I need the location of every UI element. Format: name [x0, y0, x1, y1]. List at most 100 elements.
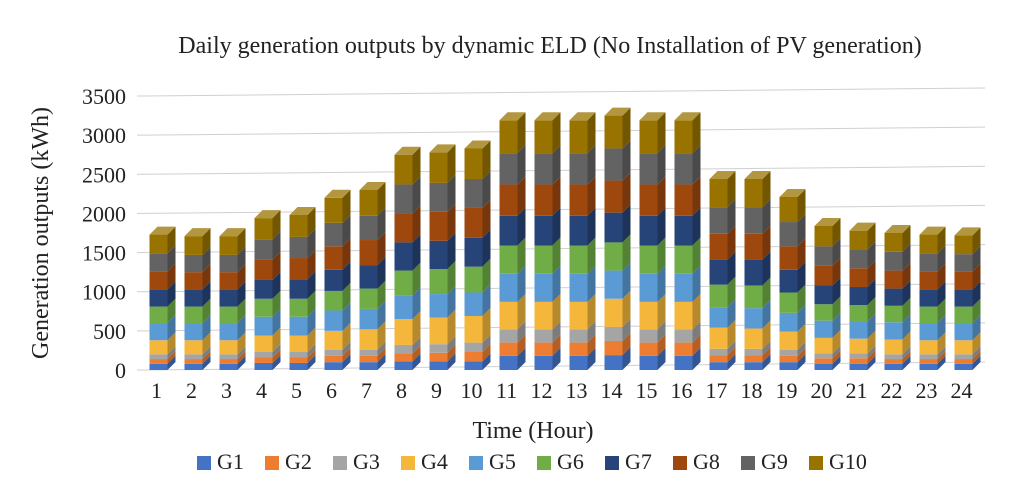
bar-side-g4 [167, 332, 176, 355]
bar-side-g1 [727, 354, 736, 370]
bar-segment-g3 [534, 329, 553, 343]
bar-side-g10 [237, 228, 246, 255]
bar-segment-g2 [359, 355, 378, 363]
bar-side-g6 [377, 280, 386, 309]
x-tick-label: 1 [151, 378, 162, 403]
bar-segment-g1 [324, 362, 343, 370]
legend-swatch-g4 [401, 456, 415, 470]
bar-segment-g6 [569, 245, 588, 274]
bar-segment-g6 [779, 292, 798, 313]
bar-top [464, 140, 491, 149]
bar-side-g2 [377, 347, 386, 363]
bar-segment-g1 [744, 362, 763, 370]
bar-side-g10 [307, 206, 316, 237]
bar-segment-g5 [464, 292, 483, 316]
bar-side-g1 [587, 347, 596, 370]
bar-side-g5 [307, 308, 316, 336]
bar-side-g5 [692, 265, 701, 302]
x-tick-label: 5 [291, 378, 302, 403]
bar-side-g2 [237, 351, 246, 364]
bar-segment-g8 [744, 233, 763, 260]
bar-segment-g10 [569, 120, 588, 154]
bar-side-g10 [517, 112, 526, 154]
bar-segment-g2 [289, 357, 308, 363]
bar-side-g2 [902, 351, 911, 364]
bar-side-g1 [622, 347, 631, 370]
bar-side-g5 [867, 313, 876, 339]
bar-segment-g2 [814, 358, 833, 364]
bar-segment-g4 [149, 340, 168, 355]
bar-side-g8 [202, 264, 211, 290]
bar-side-g3 [202, 346, 211, 360]
bar-segment-g9 [219, 254, 238, 273]
bar-side-g3 [692, 321, 701, 343]
bar-side-g8 [902, 262, 911, 289]
legend-label-g3: G3 [353, 449, 380, 474]
bar-segment-g1 [254, 362, 273, 370]
bar-segment-g6 [324, 290, 343, 311]
bar-side-g9 [972, 246, 981, 272]
bar-segment-g8 [814, 265, 833, 286]
bar-top [639, 112, 666, 121]
bar-segment-g1 [884, 363, 903, 370]
x-tick-label: 3 [221, 378, 232, 403]
x-tick-label: 2 [186, 378, 197, 403]
bar-segment-g7 [849, 287, 868, 306]
bar-side-g4 [727, 319, 736, 349]
gridline [144, 126, 986, 136]
bar-segment-g2 [499, 342, 518, 356]
bar-side-g3 [727, 340, 736, 356]
bar-side-g8 [587, 176, 596, 216]
bar-segment-g8 [954, 271, 973, 290]
bar-side-g1 [867, 355, 876, 370]
bar-side-g7 [972, 281, 981, 307]
bar-side-g9 [622, 140, 631, 181]
bar-side-g6 [167, 298, 176, 324]
bar-side-g8 [377, 232, 386, 266]
bar-side-g7 [377, 257, 386, 289]
bar-side-g7 [202, 281, 211, 307]
bar-segment-g6 [849, 305, 868, 322]
bar-segment-g4 [744, 328, 763, 349]
x-tick-label: 4 [256, 378, 267, 403]
bar-segment-g2 [919, 359, 938, 364]
bar-segment-g1 [464, 361, 483, 370]
bar-side-g4 [342, 322, 351, 350]
bar-side-g3 [902, 346, 911, 360]
legend-swatch-g2 [265, 456, 279, 470]
bar-segment-g2 [674, 342, 693, 356]
bar-side-g8 [692, 176, 701, 216]
bar-segment-g3 [289, 351, 308, 358]
bar-segment-g9 [849, 249, 868, 269]
bar-side-g2 [797, 347, 806, 363]
bar-segment-g7 [779, 269, 798, 293]
bar-segment-g10 [954, 235, 973, 255]
bar-side-g3 [797, 341, 806, 356]
legend-label-g7: G7 [625, 449, 652, 474]
bar-side-g10 [832, 217, 841, 247]
bar-side-g9 [867, 241, 876, 269]
bar-side-g1 [167, 355, 176, 370]
x-tick-label: 21 [846, 378, 868, 403]
bar-segment-g4 [919, 340, 938, 355]
bar-side-g2 [727, 347, 736, 363]
bar-segment-g10 [709, 178, 728, 208]
bar-segment-g4 [639, 301, 658, 330]
bar-side-g10 [167, 226, 176, 254]
bar-side-g2 [657, 334, 666, 356]
legend-swatch-g10 [809, 456, 823, 470]
bar-segment-g8 [184, 272, 203, 290]
bar-side-g2 [587, 334, 596, 356]
bar-segment-g8 [254, 259, 273, 280]
x-tick-label: 19 [776, 378, 798, 403]
x-tick-label: 12 [531, 378, 553, 403]
bar-segment-g2 [464, 351, 483, 362]
bar-side-g4 [762, 320, 771, 349]
y-tick-label: 1000 [82, 280, 126, 305]
bar-top [954, 227, 981, 236]
bar-side-g9 [237, 246, 246, 273]
bar-side-g1 [377, 354, 386, 370]
legend-label-g1: G1 [217, 449, 244, 474]
bar-segment-g1 [359, 362, 378, 370]
